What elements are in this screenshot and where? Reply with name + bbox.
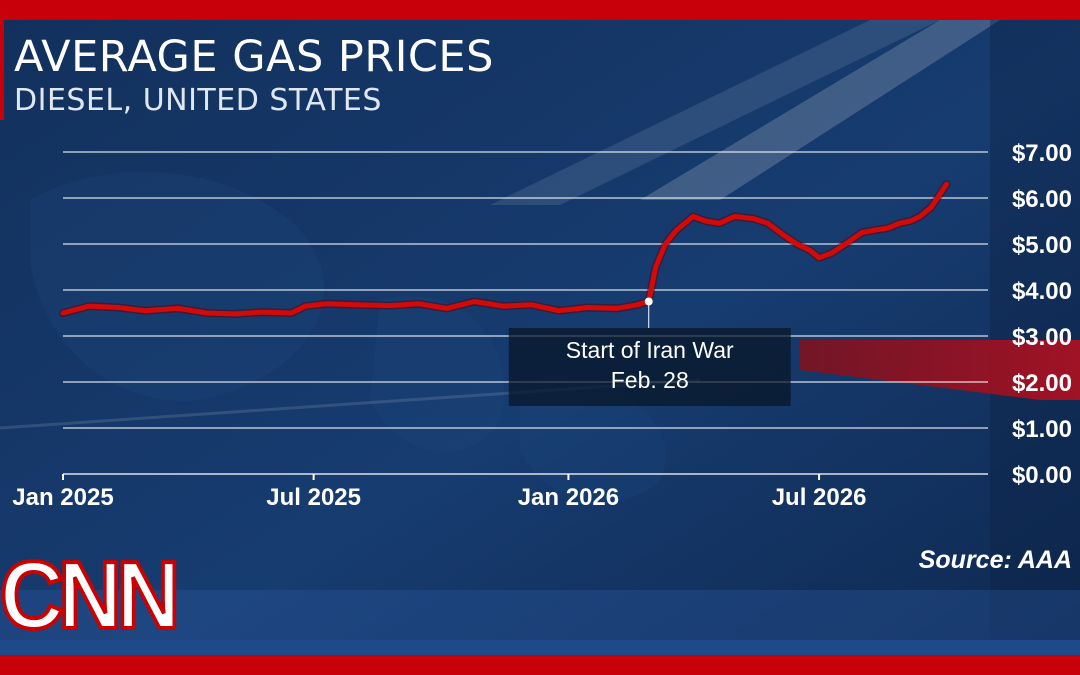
x-tick-label: Jul 2025: [266, 484, 361, 511]
x-tick-label: Jan 2025: [12, 484, 113, 511]
y-tick-label: $2.00: [1012, 370, 1072, 397]
cnn-logo: CNN: [0, 542, 182, 649]
y-tick-label: $1.00: [1012, 416, 1072, 443]
y-tick-label: $3.00: [1012, 324, 1072, 351]
y-tick-label: $5.00: [1012, 232, 1072, 259]
source-label: Source: AAA: [918, 546, 1072, 574]
y-tick-label: $6.00: [1012, 186, 1072, 213]
y-tick-label: $0.00: [1012, 462, 1072, 489]
series-line: [60, 181, 949, 317]
annotation-box: [508, 328, 791, 406]
annotation-text: Start of Iran War: [566, 337, 734, 363]
x-tick-label: Jan 2026: [518, 484, 619, 511]
y-tick-label: $7.00: [1012, 140, 1072, 167]
annotation-marker: [644, 297, 653, 306]
annotation-text: Feb. 28: [611, 367, 689, 393]
chart-title: AVERAGE GAS PRICES: [14, 32, 494, 82]
chart-subtitle: DIESEL, UNITED STATES: [14, 83, 382, 118]
x-tick-label: Jul 2026: [772, 484, 867, 511]
y-tick-label: $4.00: [1012, 278, 1072, 305]
series-line-shadow: [59, 180, 951, 318]
